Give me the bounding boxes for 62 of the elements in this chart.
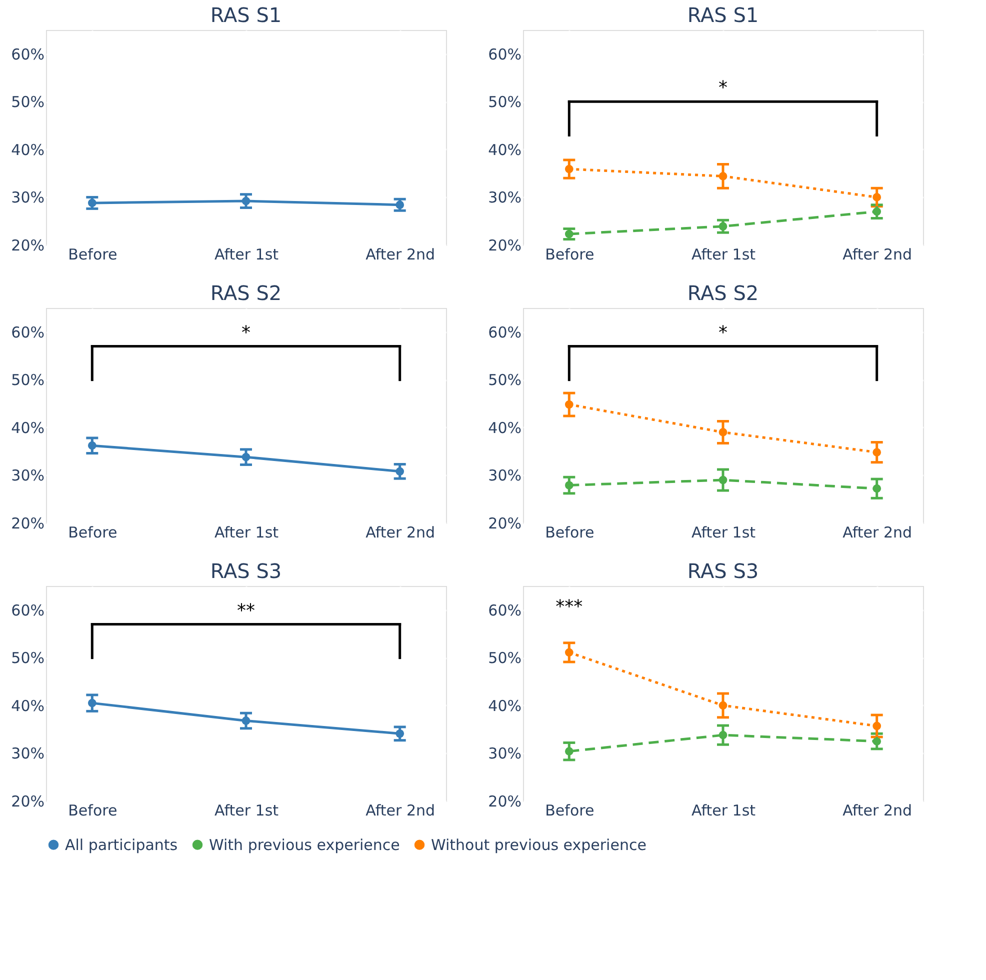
y-tick-label: 30% [488, 188, 522, 207]
x-tick-label: After 2nd [366, 524, 436, 542]
x-tick-label: After 2nd [842, 246, 912, 264]
x-tick-label: After 2nd [366, 246, 436, 264]
y-tick-label: 20% [11, 514, 44, 532]
x-tick-label: After 2nd [842, 802, 912, 820]
y-tick-label: 30% [11, 466, 44, 485]
legend-label: With previous experience [209, 836, 400, 854]
y-tick-label: 50% [488, 371, 522, 390]
y-tick-label: 20% [488, 236, 522, 254]
chart-title: RAS S3 [687, 559, 759, 583]
y-tick-label: 50% [11, 649, 44, 668]
x-tick-label: Before [545, 246, 594, 264]
x-tick-label: After 1st [691, 524, 756, 542]
chart-title: RAS S1 [687, 3, 759, 27]
x-tick-label: After 1st [214, 524, 279, 542]
legend-label: Without previous experience [431, 836, 646, 854]
y-tick-label: 50% [11, 93, 44, 112]
y-tick-label: 40% [11, 696, 44, 715]
y-tick-label: 60% [11, 323, 44, 342]
chart-title: RAS S2 [687, 281, 759, 305]
x-tick-label: Before [545, 802, 594, 820]
chart-title: RAS S1 [210, 3, 282, 27]
annotation: * [718, 322, 728, 344]
x-tick-label: Before [545, 524, 594, 542]
x-tick-label: After 2nd [842, 524, 912, 542]
y-tick-label: 20% [11, 792, 44, 810]
y-tick-label: 60% [488, 45, 522, 64]
annotation: * [242, 322, 250, 344]
x-tick-label: After 1st [214, 246, 279, 264]
annotation: * [718, 78, 728, 99]
y-tick-label: 50% [488, 93, 522, 112]
y-tick-label: 60% [11, 601, 44, 620]
y-tick-label: 20% [11, 236, 44, 254]
x-tick-label: After 1st [691, 246, 756, 264]
x-tick-label: After 1st [214, 802, 279, 820]
y-tick-label: 30% [488, 466, 522, 485]
y-tick-label: 60% [488, 323, 522, 342]
y-tick-label: 40% [488, 696, 522, 715]
annotation: *** [556, 596, 583, 618]
y-tick-label: 20% [488, 514, 522, 532]
annotation: ** [237, 600, 255, 622]
x-tick-label: Before [68, 246, 118, 264]
y-tick-label: 40% [11, 140, 44, 159]
y-tick-label: 50% [488, 649, 522, 668]
y-tick-label: 60% [11, 45, 44, 64]
y-tick-label: 30% [11, 744, 44, 763]
chart-title: RAS S2 [210, 281, 282, 305]
y-tick-label: 60% [488, 601, 522, 620]
legend-label: All participants [65, 836, 178, 854]
y-tick-label: 30% [11, 188, 44, 207]
chart-title: RAS S3 [210, 559, 282, 583]
x-tick-label: Before [68, 524, 118, 542]
y-tick-label: 50% [11, 371, 44, 390]
x-tick-label: After 2nd [366, 802, 436, 820]
y-tick-label: 20% [488, 792, 522, 810]
x-tick-label: Before [68, 802, 118, 820]
y-tick-label: 40% [11, 418, 44, 437]
y-tick-label: 30% [488, 744, 522, 763]
y-tick-label: 40% [488, 418, 522, 437]
x-tick-label: After 1st [691, 802, 756, 820]
y-tick-label: 40% [488, 140, 522, 159]
